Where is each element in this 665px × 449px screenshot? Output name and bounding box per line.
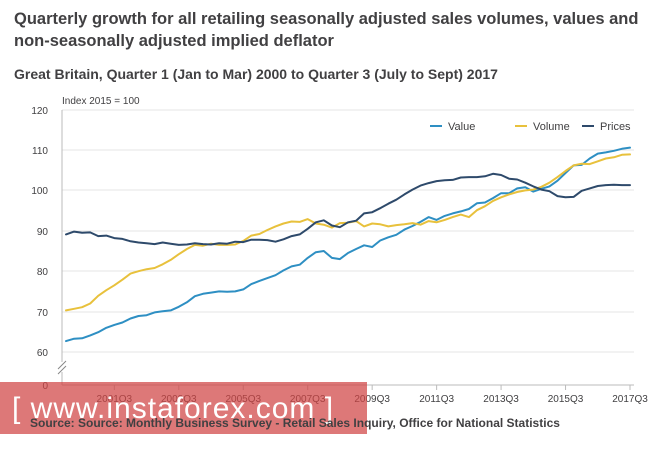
watermark-text: [ www.instaforex.com ]	[12, 392, 335, 425]
y-tick-label-70: 70	[37, 308, 49, 319]
y-tick-label-100: 100	[31, 186, 48, 197]
y-tick-label-110: 110	[32, 146, 48, 157]
series-lines	[65, 146, 631, 343]
line-chart: Index 2015 = 100 0607080901001101202001Q…	[31, 96, 648, 405]
y-tick-label-60: 60	[37, 348, 49, 359]
y-tick-label-90: 90	[37, 227, 49, 238]
source-note: Source: Source: Monthly Business Survey …	[30, 416, 560, 430]
axis-break-mark	[57, 360, 67, 375]
chart-title: Quarterly growth for all retailing seaso…	[14, 10, 639, 50]
legend: Value Volume Prices	[430, 121, 631, 133]
y-tick-label-120: 120	[31, 106, 48, 117]
legend-label-value: Value	[448, 121, 475, 133]
x-tick-label-2011Q3: 2011Q3	[419, 394, 454, 405]
series-line-volume	[65, 153, 631, 312]
series-line-prices	[65, 172, 631, 246]
legend-label-volume: Volume	[533, 121, 570, 133]
y-tick-label-80: 80	[37, 267, 49, 278]
chart-subtitle: Great Britain, Quarter 1 (Jan to Mar) 20…	[14, 66, 498, 82]
watermark-banner	[0, 382, 367, 434]
series-line-value	[65, 146, 631, 343]
x-tick-label-2017Q3: 2017Q3	[612, 394, 648, 405]
x-tick-label-2015Q3: 2015Q3	[548, 394, 584, 405]
axes: 0607080901001101202001Q32003Q32005Q32007…	[31, 106, 648, 405]
x-tick-label-2009Q3: 2009Q3	[354, 394, 390, 405]
x-tick-label-2013Q3: 2013Q3	[483, 394, 519, 405]
legend-label-prices: Prices	[600, 121, 631, 133]
index-label: Index 2015 = 100	[62, 96, 140, 107]
